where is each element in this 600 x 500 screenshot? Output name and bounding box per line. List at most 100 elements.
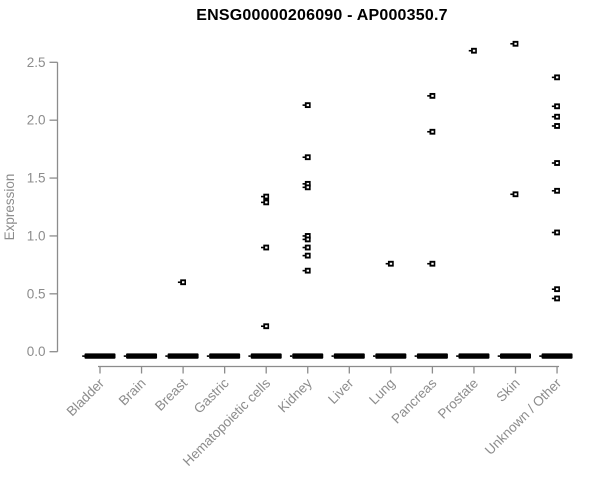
- data-point-marker: [302, 184, 311, 191]
- data-point-marker: [551, 103, 560, 110]
- data-point-marker: [261, 199, 270, 206]
- zero-dash-bar: [333, 353, 365, 359]
- y-tick-label: 2.5: [27, 55, 46, 70]
- marker-hole: [555, 297, 559, 300]
- zero-cluster-dash: [456, 353, 490, 359]
- data-point-marker: [551, 123, 560, 129]
- zero-dash-bar: [84, 353, 116, 359]
- data-point-marker: [302, 244, 311, 251]
- data-point-marker: [302, 102, 311, 109]
- data-point-marker: [302, 233, 311, 239]
- data-point-marker: [302, 236, 311, 243]
- marker-hole: [182, 281, 185, 284]
- zero-cluster-dash: [539, 353, 573, 359]
- zero-dash-bar: [250, 353, 282, 359]
- data-point-marker: [468, 47, 477, 54]
- marker-hole: [555, 105, 559, 108]
- zero-dash-bar: [167, 353, 199, 359]
- x-category-label: Lung: [366, 376, 398, 408]
- marker-hole: [265, 246, 268, 249]
- zero-cluster-dash: [82, 353, 116, 359]
- data-point-marker: [551, 286, 560, 293]
- marker-hole: [306, 104, 310, 107]
- marker-hole: [431, 130, 434, 133]
- marker-hole: [555, 162, 559, 165]
- x-category-label: Pancreas: [389, 375, 440, 426]
- marker-hole: [555, 124, 559, 127]
- data-point-marker: [261, 193, 270, 200]
- data-point-marker: [261, 323, 270, 330]
- zero-cluster-dash: [497, 353, 531, 359]
- marker-hole: [555, 189, 559, 192]
- marker-hole: [265, 201, 268, 204]
- zero-dash-bar: [500, 353, 531, 359]
- marker-hole: [306, 246, 310, 249]
- y-tick-label: 1.5: [27, 171, 46, 186]
- x-category-label: Unknown / Other: [482, 375, 565, 458]
- zero-dash-bar: [541, 353, 573, 359]
- x-category-label: Bladder: [64, 375, 108, 419]
- marker-hole: [306, 186, 310, 189]
- data-point-marker: [302, 180, 311, 187]
- data-point-marker: [177, 279, 186, 286]
- x-category-label: Gastric: [191, 375, 232, 416]
- data-point-marker: [427, 260, 436, 267]
- zero-cluster-dash: [414, 353, 448, 359]
- data-point-marker: [551, 74, 560, 81]
- data-point-marker: [551, 295, 560, 302]
- marker-hole: [555, 76, 559, 79]
- zero-dash-bar: [416, 353, 448, 359]
- zero-cluster-dash: [248, 353, 282, 359]
- data-point-marker: [551, 160, 560, 166]
- marker-hole: [306, 156, 310, 159]
- zero-cluster-dash: [123, 353, 158, 359]
- marker-hole: [306, 238, 310, 241]
- zero-cluster-dash: [165, 353, 199, 359]
- chart-title: ENSG00000206090 - AP000350.7: [196, 7, 448, 24]
- zero-cluster-dash: [289, 353, 324, 359]
- marker-hole: [514, 193, 517, 196]
- data-point-marker: [427, 92, 436, 99]
- data-point-marker: [302, 252, 311, 259]
- zero-cluster-dash: [331, 353, 365, 359]
- marker-hole: [389, 262, 393, 265]
- marker-hole: [265, 195, 268, 198]
- marker-hole: [306, 254, 310, 257]
- data-point-marker: [551, 229, 560, 236]
- marker-hole: [431, 262, 434, 265]
- y-tick-label: 1.0: [27, 228, 46, 243]
- marker-hole: [306, 182, 310, 185]
- x-category-label: Breast: [152, 375, 190, 413]
- marker-hole: [514, 42, 517, 45]
- y-tick-label: 0.0: [27, 344, 46, 359]
- zero-cluster-dash: [206, 353, 241, 359]
- zero-dash-bar: [375, 353, 407, 359]
- x-category-label: Prostate: [435, 376, 481, 422]
- data-point-marker: [551, 187, 560, 194]
- y-axis-title: Expression: [2, 174, 17, 241]
- zero-dash-bar: [458, 353, 490, 359]
- marker-hole: [265, 325, 268, 328]
- x-category-label: Brain: [116, 376, 149, 409]
- marker-hole: [306, 269, 310, 272]
- zero-dash-bar: [126, 353, 158, 359]
- data-point-marker: [510, 191, 519, 198]
- marker-hole: [555, 288, 559, 291]
- data-point-marker: [302, 154, 311, 161]
- y-tick-label: 2.0: [27, 113, 46, 128]
- data-point-marker: [261, 244, 270, 251]
- marker-hole: [555, 231, 559, 234]
- x-category-label: Liver: [325, 375, 357, 407]
- x-category-label: Skin: [493, 376, 522, 405]
- data-point-marker: [427, 128, 436, 135]
- data-point-marker: [302, 267, 311, 274]
- data-point-marker: [385, 260, 394, 267]
- marker-hole: [555, 115, 559, 118]
- data-point-marker: [551, 113, 560, 120]
- marker-hole: [472, 49, 476, 52]
- zero-dash-bar: [209, 353, 241, 359]
- data-point-marker: [510, 40, 519, 47]
- marker-hole: [431, 94, 434, 97]
